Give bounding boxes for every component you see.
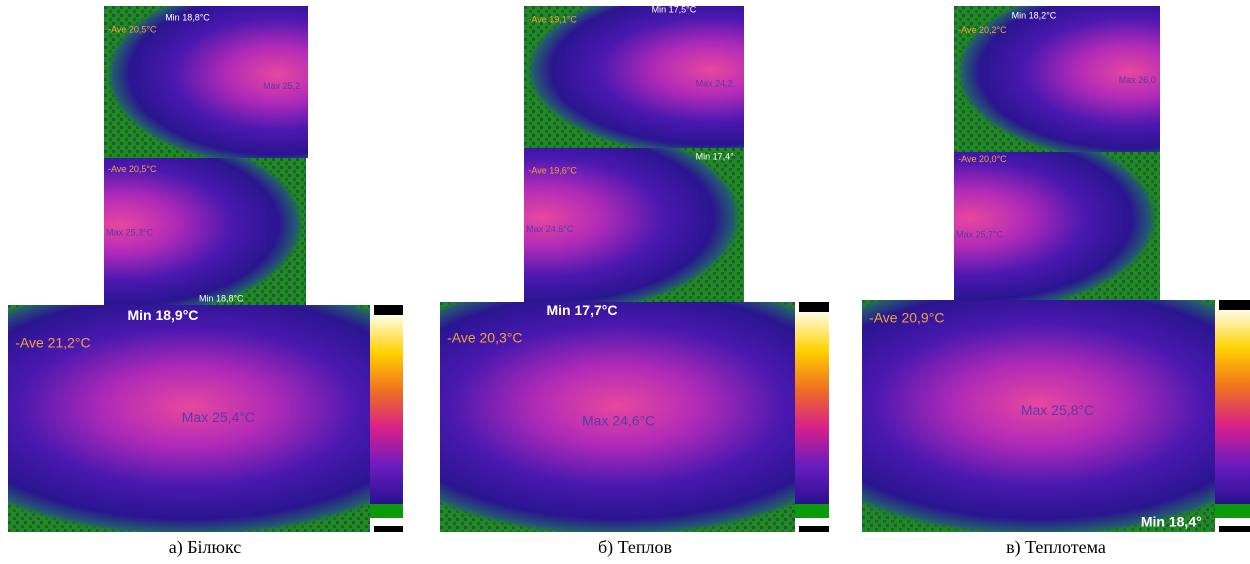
colorbar-green [795, 504, 829, 518]
colorbar-bottom [799, 526, 829, 532]
temperature-label: Max 26,0 [1119, 75, 1156, 85]
temperature-label: -Ave 20,9°C [869, 309, 944, 325]
thermal-image: -Ave 20,0°C Max 25,7°C [954, 152, 1160, 300]
temperature-label: Max 24,2 [696, 78, 733, 88]
heat-spot [862, 300, 1215, 532]
heat-spot [8, 305, 370, 532]
temperature-label: -Ave 20,5°C [108, 164, 157, 174]
heat-spot [440, 302, 795, 532]
temperature-label: Min 18,2°C [1012, 11, 1057, 21]
temperature-label: -Ave 21,2°C [15, 334, 90, 350]
colorbar-bottom [1219, 526, 1250, 532]
heat-spot [104, 158, 306, 305]
temperature-label: -Ave 20,2°C [958, 25, 1007, 35]
temperature-label: Max 25,3°C [106, 227, 154, 237]
temperature-label: -Ave 20,3°C [447, 330, 522, 346]
temperature-label: Min 17,5°C [652, 4, 697, 14]
thermal-image: Min 17,4° -Ave 19,6°C Max 24,6°C [524, 148, 744, 302]
heat-spot [524, 148, 744, 302]
colorbar [1215, 310, 1250, 504]
temperature-label: Max 24,6°C [526, 224, 574, 234]
thermal-image: -Ave 20,5°C Max 25,3°C Min 18,8°C [104, 158, 306, 305]
temperature-label: Max 25,7°C [956, 229, 1004, 239]
temperature-label: Min 18,4° [1141, 513, 1202, 529]
temperature-label: Min 17,4° [696, 152, 735, 162]
colorbar [795, 312, 829, 504]
temperature-label: Max 24,6°C [582, 412, 655, 428]
thermal-image: Min 18,2°C -Ave 20,2°C Max 26,0 [954, 6, 1160, 152]
temperature-label: Max 25,8°C [1021, 402, 1094, 418]
temperature-label: Max 25,4°C [182, 409, 255, 425]
temperature-label: -Ave 19,1°C [528, 15, 577, 25]
caption: а) Білюкс [169, 537, 242, 558]
colorbar-top [1219, 300, 1250, 310]
temperature-label: -Ave 19,6°C [528, 165, 577, 175]
colorbar [370, 315, 403, 504]
thermal-image: Min 17,5°C -Ave 19,1°C Max 24,2 [524, 4, 744, 148]
heat-spot [524, 6, 744, 148]
temperature-label: Min 18,9°C [127, 307, 198, 323]
temperature-label: -Ave 20,0°C [958, 154, 1007, 164]
thermal-image: Min 18,9°C -Ave 21,2°C Max 25,4°C [8, 305, 370, 532]
heat-spot [104, 6, 308, 158]
colorbar-green [370, 504, 403, 518]
heat-spot [954, 6, 1160, 152]
colorbar-bottom [374, 526, 403, 532]
temperature-label: Min 18,8°C [165, 13, 210, 23]
colorbar-top [374, 305, 403, 315]
heat-spot [954, 152, 1160, 300]
temperature-label: Min 18,8°C [199, 293, 244, 303]
temperature-label: -Ave 20,5°C [108, 25, 157, 35]
caption: б) Теплов [598, 537, 672, 558]
colorbar-green [1215, 504, 1250, 518]
caption: в) Теплотема [1006, 537, 1106, 558]
temperature-label: Min 17,7°C [547, 302, 618, 318]
thermal-image: -Ave 20,9°C Max 25,8°C Min 18,4° [862, 300, 1215, 532]
thermal-image: Min 17,7°C -Ave 20,3°C Max 24,6°C [440, 302, 795, 532]
thermal-image: Min 18,8°C -Ave 20,5°C Max 25,2 [104, 6, 308, 158]
colorbar-top [799, 302, 829, 312]
temperature-label: Max 25,2 [263, 81, 300, 91]
